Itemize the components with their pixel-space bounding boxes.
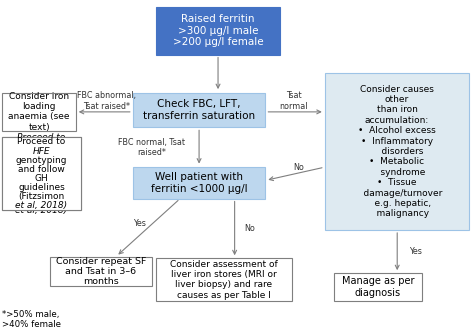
Text: GH: GH <box>35 174 48 183</box>
Text: Consider repeat SF
and Tsat in 3–6
months: Consider repeat SF and Tsat in 3–6 month… <box>55 257 146 286</box>
Text: guidelines: guidelines <box>18 183 65 192</box>
Text: No: No <box>244 224 255 233</box>
FancyBboxPatch shape <box>2 137 81 210</box>
Text: Proceed to: Proceed to <box>18 137 65 146</box>
FancyBboxPatch shape <box>156 7 280 55</box>
Text: et al, 2018): et al, 2018) <box>16 201 67 210</box>
Text: Consider iron
loading
anaemia (see
text): Consider iron loading anaemia (see text) <box>9 92 70 132</box>
Text: FBC normal, Tsat
raised*: FBC normal, Tsat raised* <box>118 138 185 157</box>
Text: Well patient with
ferritin <1000 μg/l: Well patient with ferritin <1000 μg/l <box>151 172 247 194</box>
Text: No: No <box>293 163 304 172</box>
FancyBboxPatch shape <box>156 258 292 301</box>
FancyBboxPatch shape <box>2 137 81 210</box>
Text: HFE: HFE <box>33 147 50 156</box>
FancyBboxPatch shape <box>133 167 265 199</box>
Text: Check FBC, LFT,
transferrin saturation: Check FBC, LFT, transferrin saturation <box>143 99 255 121</box>
Text: Consider causes
other
than iron
accumulation:
•  Alcohol excess
•  Inflammatory
: Consider causes other than iron accumula… <box>352 84 442 218</box>
Text: Consider assessment of
liver iron stores (MRI or
liver biopsy) and rare
causes a: Consider assessment of liver iron stores… <box>170 260 278 300</box>
Text: genotyping: genotyping <box>16 156 67 165</box>
Text: FBC abnormal,
Tsat raised*: FBC abnormal, Tsat raised* <box>77 91 136 111</box>
Text: Yes: Yes <box>409 247 421 256</box>
Text: and follow: and follow <box>18 165 65 174</box>
Text: *>50% male,
>40% female: *>50% male, >40% female <box>2 310 61 329</box>
FancyBboxPatch shape <box>334 273 422 301</box>
FancyBboxPatch shape <box>133 93 265 127</box>
FancyBboxPatch shape <box>2 93 76 131</box>
Text: (Fitzsimon: (Fitzsimon <box>18 192 64 201</box>
Text: Tsat
normal: Tsat normal <box>280 91 308 111</box>
Text: Yes: Yes <box>133 219 146 228</box>
FancyBboxPatch shape <box>325 73 469 230</box>
FancyBboxPatch shape <box>50 257 152 286</box>
Text: Proceed to
HFE
genotyping
and follow
GH
guidelines
(Fitzsimon
et al, 2018): Proceed to HFE genotyping and follow GH … <box>16 133 67 215</box>
Text: Manage as per
diagnosis: Manage as per diagnosis <box>342 276 414 298</box>
Text: Raised ferritin
>300 μg/l male
>200 μg/l female: Raised ferritin >300 μg/l male >200 μg/l… <box>173 14 264 47</box>
